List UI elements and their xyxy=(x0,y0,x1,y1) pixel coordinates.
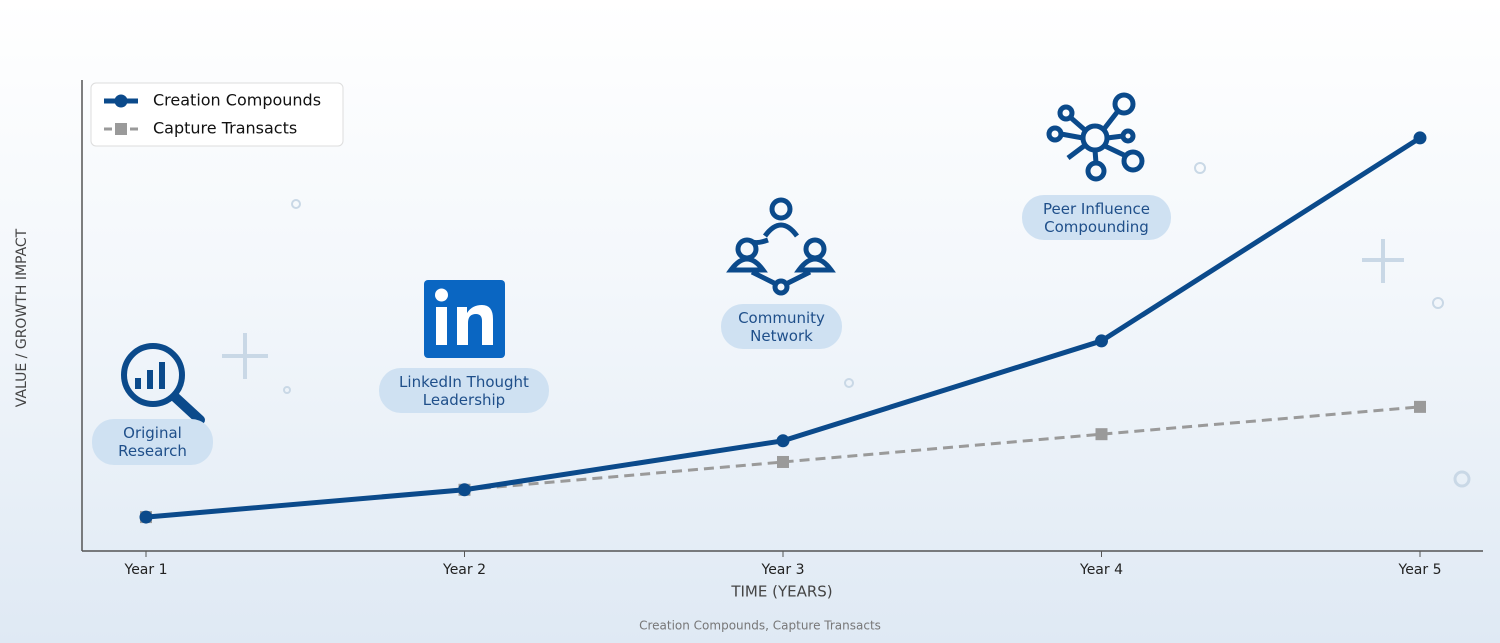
legend-label: Capture Transacts xyxy=(153,119,297,138)
legend-marker xyxy=(114,94,128,108)
annotation: LinkedIn Thought Leadership xyxy=(379,368,549,413)
point xyxy=(139,510,153,524)
y-axis-label: VALUE / GROWTH IMPACT xyxy=(14,228,30,407)
point xyxy=(1413,131,1427,145)
community-icon xyxy=(726,197,836,296)
annotation: Original Research xyxy=(92,419,213,465)
point xyxy=(777,455,789,468)
legend: Creation Compounds Capture Transacts xyxy=(90,82,344,147)
x-tick-label: Year 1 xyxy=(124,562,168,578)
annotation: Peer Influence Compounding xyxy=(1022,195,1171,240)
point xyxy=(1095,334,1108,348)
network-icon xyxy=(1046,92,1145,182)
x-tick-label: Year 3 xyxy=(761,562,805,578)
point xyxy=(1414,400,1426,413)
decoration xyxy=(222,162,1471,488)
linkedin-icon xyxy=(424,280,505,358)
point xyxy=(776,434,790,448)
x-axis-label: TIME (YEARS) xyxy=(730,583,832,601)
x-tick-label: Year 5 xyxy=(1398,562,1442,578)
x-tick-label: Year 4 xyxy=(1079,562,1123,578)
research-icon xyxy=(121,343,205,425)
caption: Creation Compounds, Capture Transacts xyxy=(639,619,881,633)
point xyxy=(1095,428,1108,441)
legend-marker xyxy=(115,123,127,135)
point xyxy=(458,483,471,497)
plot xyxy=(139,131,1427,524)
annotation: Community Network xyxy=(721,304,842,349)
legend-box xyxy=(90,82,344,147)
x-tick-label: Year 2 xyxy=(442,562,486,578)
legend-label: Creation Compounds xyxy=(153,91,321,110)
